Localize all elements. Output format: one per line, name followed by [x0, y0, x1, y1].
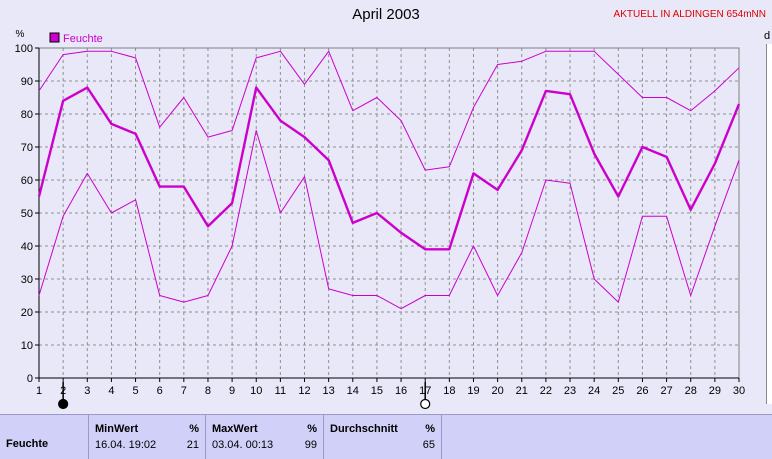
y-tick-label: 90 [21, 76, 33, 88]
x-tick-label: 14 [347, 385, 359, 397]
y-axis-label: % [16, 29, 25, 40]
x-tick-label: 15 [371, 385, 383, 397]
chart-title: April 2003 [352, 6, 420, 23]
x-tick-label: 22 [540, 385, 552, 397]
avg-cell: Durchschnitt % 65 [323, 415, 441, 459]
stats-table: MinWert % 16.04. 19:02 21 MaxWert % 03.0… [0, 414, 772, 459]
y-tick-label: 70 [21, 142, 33, 154]
full-moon-icon [420, 398, 431, 410]
y-tick-label: 10 [21, 340, 33, 352]
x-tick-label: 19 [467, 385, 479, 397]
series-line-max [38, 50, 740, 171]
x-tick-label: 20 [491, 385, 503, 397]
y-tick-label: 60 [21, 175, 33, 187]
x-tick-label: 4 [108, 385, 114, 397]
min-unit: % [189, 423, 199, 435]
moon-phases [58, 382, 431, 410]
max-cell: MaxWert % 03.04. 00:13 99 [205, 415, 323, 459]
x-tick-label: 8 [205, 385, 211, 397]
x-tick-label: 30 [733, 385, 745, 397]
x-tick-label: 13 [323, 385, 335, 397]
y-tick-label: 40 [21, 241, 33, 253]
min-cell: MinWert % 16.04. 19:02 21 [88, 415, 205, 459]
x-axis: 1234567891011121314151617181920212223242… [36, 377, 745, 397]
x-tick-label: 26 [636, 385, 648, 397]
x-tick-label: 16 [395, 385, 407, 397]
location-label: AKTUELL IN ALDINGEN 654mNN [613, 9, 766, 20]
x-tick-label: 10 [250, 385, 262, 397]
x-tick-label: 28 [685, 385, 697, 397]
x-tick-label: 18 [443, 385, 455, 397]
y-tick-label: 50 [21, 208, 33, 220]
min-value: 21 [186, 439, 199, 451]
avg-header: Durchschnitt [330, 423, 398, 435]
x-tick-label: 3 [84, 385, 90, 397]
series-lines [37, 50, 741, 310]
max-header: MaxWert [212, 423, 258, 435]
avg-unit: % [425, 423, 435, 435]
series-line-mean [37, 86, 741, 251]
x-tick-label: 21 [516, 385, 528, 397]
x-tick-label: 6 [157, 385, 163, 397]
edge-panel [766, 44, 772, 404]
y-axis: 0 10 20 30 40 50 60 70 80 90 100% [15, 29, 40, 385]
x-tick-label: 7 [181, 385, 187, 397]
x-tick-label: 23 [564, 385, 576, 397]
edge-label: d [764, 30, 771, 42]
max-unit: % [307, 423, 317, 435]
x-tick-label: 25 [612, 385, 624, 397]
x-tick-label: 5 [132, 385, 138, 397]
x-tick-label: 12 [298, 385, 310, 397]
legend-label: Feuchte [63, 33, 103, 45]
avg-value: 65 [422, 439, 435, 451]
min-header: MinWert [95, 423, 139, 435]
x-tick-label: 24 [588, 385, 600, 397]
legend: Feuchte [49, 32, 103, 45]
y-tick-label: 30 [21, 274, 33, 286]
y-tick-label: 0 [27, 373, 33, 385]
series-line-min [38, 130, 740, 310]
y-tick-label: 100 [15, 43, 33, 55]
x-tick-label: 9 [229, 385, 235, 397]
x-tick-label: 11 [275, 385, 286, 397]
max-datetime: 03.04. 00:13 [212, 439, 274, 451]
empty-cell [441, 415, 772, 459]
x-tick-label: 29 [709, 385, 721, 397]
x-tick-label: 1 [36, 385, 42, 397]
new-moon-icon [58, 398, 69, 410]
y-tick-label: 80 [21, 109, 33, 121]
y-tick-label: 20 [21, 307, 33, 319]
x-tick-label: 27 [660, 385, 672, 397]
max-value: 99 [304, 439, 317, 451]
min-datetime: 16.04. 19:02 [95, 439, 157, 451]
row-label: Feuchte [6, 438, 49, 450]
legend-swatch [49, 32, 60, 43]
